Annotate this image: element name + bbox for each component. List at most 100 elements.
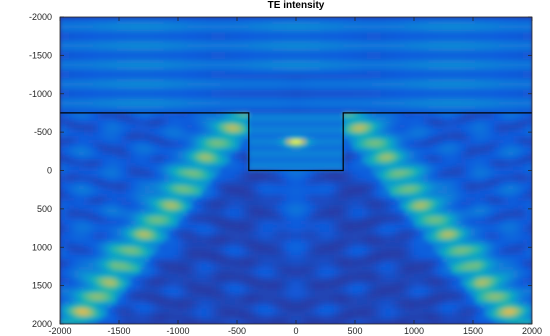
heatmap-cell [442, 193, 448, 198]
heatmap-cell [470, 82, 476, 87]
heatmap-cell [196, 86, 203, 91]
heatmap-cell [305, 147, 311, 152]
heatmap-cell [149, 20, 155, 26]
heatmap-cell [296, 178, 302, 183]
heatmap-cell [248, 201, 255, 206]
heatmap-cell [187, 101, 193, 106]
heatmap-cell [305, 55, 311, 60]
heatmap-cell [69, 143, 75, 149]
heatmap-cell [187, 205, 193, 210]
heatmap-cell [126, 93, 132, 99]
heatmap-cell [121, 28, 127, 33]
heatmap-cell [414, 82, 420, 87]
heatmap-cell [347, 97, 354, 103]
heatmap-cell [484, 155, 491, 160]
heatmap-cell [395, 112, 401, 118]
heatmap-cell [239, 24, 245, 30]
heatmap-cell [296, 151, 302, 156]
heatmap-cell [314, 51, 321, 56]
heatmap-cell [286, 201, 292, 206]
heatmap-cell [423, 112, 429, 118]
heatmap-cell [333, 86, 340, 91]
heatmap-cell [498, 101, 505, 106]
heatmap-cell [404, 59, 410, 64]
heatmap-cell [324, 70, 330, 76]
heatmap-cell [395, 158, 401, 164]
heatmap-cell [513, 132, 519, 137]
heatmap-cell [366, 82, 373, 87]
heatmap-cell [220, 36, 226, 41]
heatmap-cell [130, 116, 137, 122]
heatmap-cell [352, 197, 358, 202]
heatmap-cell [163, 97, 170, 103]
heatmap-cell [395, 20, 401, 26]
heatmap-cell [291, 63, 297, 68]
heatmap-cell [220, 66, 226, 72]
heatmap-cell [333, 151, 340, 156]
heatmap-cell [64, 55, 71, 60]
heatmap-cell [305, 120, 311, 126]
heatmap-cell [140, 124, 146, 129]
heatmap-cell [126, 109, 132, 114]
heatmap-cell [74, 201, 80, 206]
heatmap-cell [376, 40, 382, 45]
heatmap-cell [130, 59, 137, 64]
heatmap-cell [494, 189, 500, 195]
heatmap-cell [414, 178, 420, 183]
heatmap-cell [225, 78, 231, 83]
heatmap-cell [333, 193, 340, 198]
heatmap-cell [352, 43, 358, 49]
heatmap-cell [414, 151, 420, 156]
heatmap-cell [399, 17, 406, 22]
heatmap-cell [494, 174, 500, 179]
heatmap-cell [489, 147, 495, 152]
heatmap-cell [451, 193, 458, 198]
heatmap-cell [144, 197, 151, 202]
heatmap-cell [262, 128, 269, 133]
heatmap-cell [447, 93, 453, 99]
heatmap-cell [508, 43, 514, 49]
heatmap-cell [423, 170, 429, 175]
heatmap-cell [78, 193, 85, 198]
heatmap-cell [126, 59, 132, 64]
heatmap-cell [461, 86, 467, 91]
heatmap-cell [451, 43, 458, 49]
heatmap-cell [93, 109, 99, 114]
heatmap-cell [432, 109, 439, 114]
heatmap-cell [310, 78, 316, 83]
heatmap-cell [248, 143, 255, 149]
heatmap-cell [83, 66, 89, 72]
heatmap-cell [522, 78, 528, 83]
heatmap-cell [168, 78, 174, 83]
heatmap-cell [272, 147, 278, 152]
heatmap-cell [498, 139, 505, 145]
heatmap-cell [69, 63, 75, 68]
heatmap-cell [225, 97, 231, 103]
heatmap-cell [329, 59, 335, 64]
heatmap-cell [498, 51, 505, 56]
heatmap-cell [314, 82, 321, 87]
heatmap-cell [281, 147, 288, 152]
heatmap-cell [461, 166, 467, 172]
heatmap-cell [343, 182, 349, 187]
heatmap-cell [211, 124, 217, 129]
heatmap-cell [324, 128, 330, 133]
heatmap-cell [64, 158, 71, 164]
heatmap-cell [102, 197, 108, 202]
heatmap-cell [385, 89, 391, 95]
heatmap-cell [329, 93, 335, 99]
heatmap-cell [404, 17, 410, 22]
heatmap-cell [178, 155, 184, 160]
heatmap-cell [333, 28, 340, 33]
heatmap-cell [465, 189, 472, 195]
heatmap-cell [347, 147, 354, 152]
heatmap-cell [215, 139, 222, 145]
heatmap-cell [182, 17, 189, 22]
heatmap-cell [126, 116, 132, 122]
heatmap-cell [267, 59, 273, 64]
heatmap-cell [465, 55, 472, 60]
heatmap-cell [456, 43, 462, 49]
heatmap-cell [159, 97, 165, 103]
heatmap-cell [64, 185, 71, 191]
heatmap-cell [253, 197, 259, 202]
